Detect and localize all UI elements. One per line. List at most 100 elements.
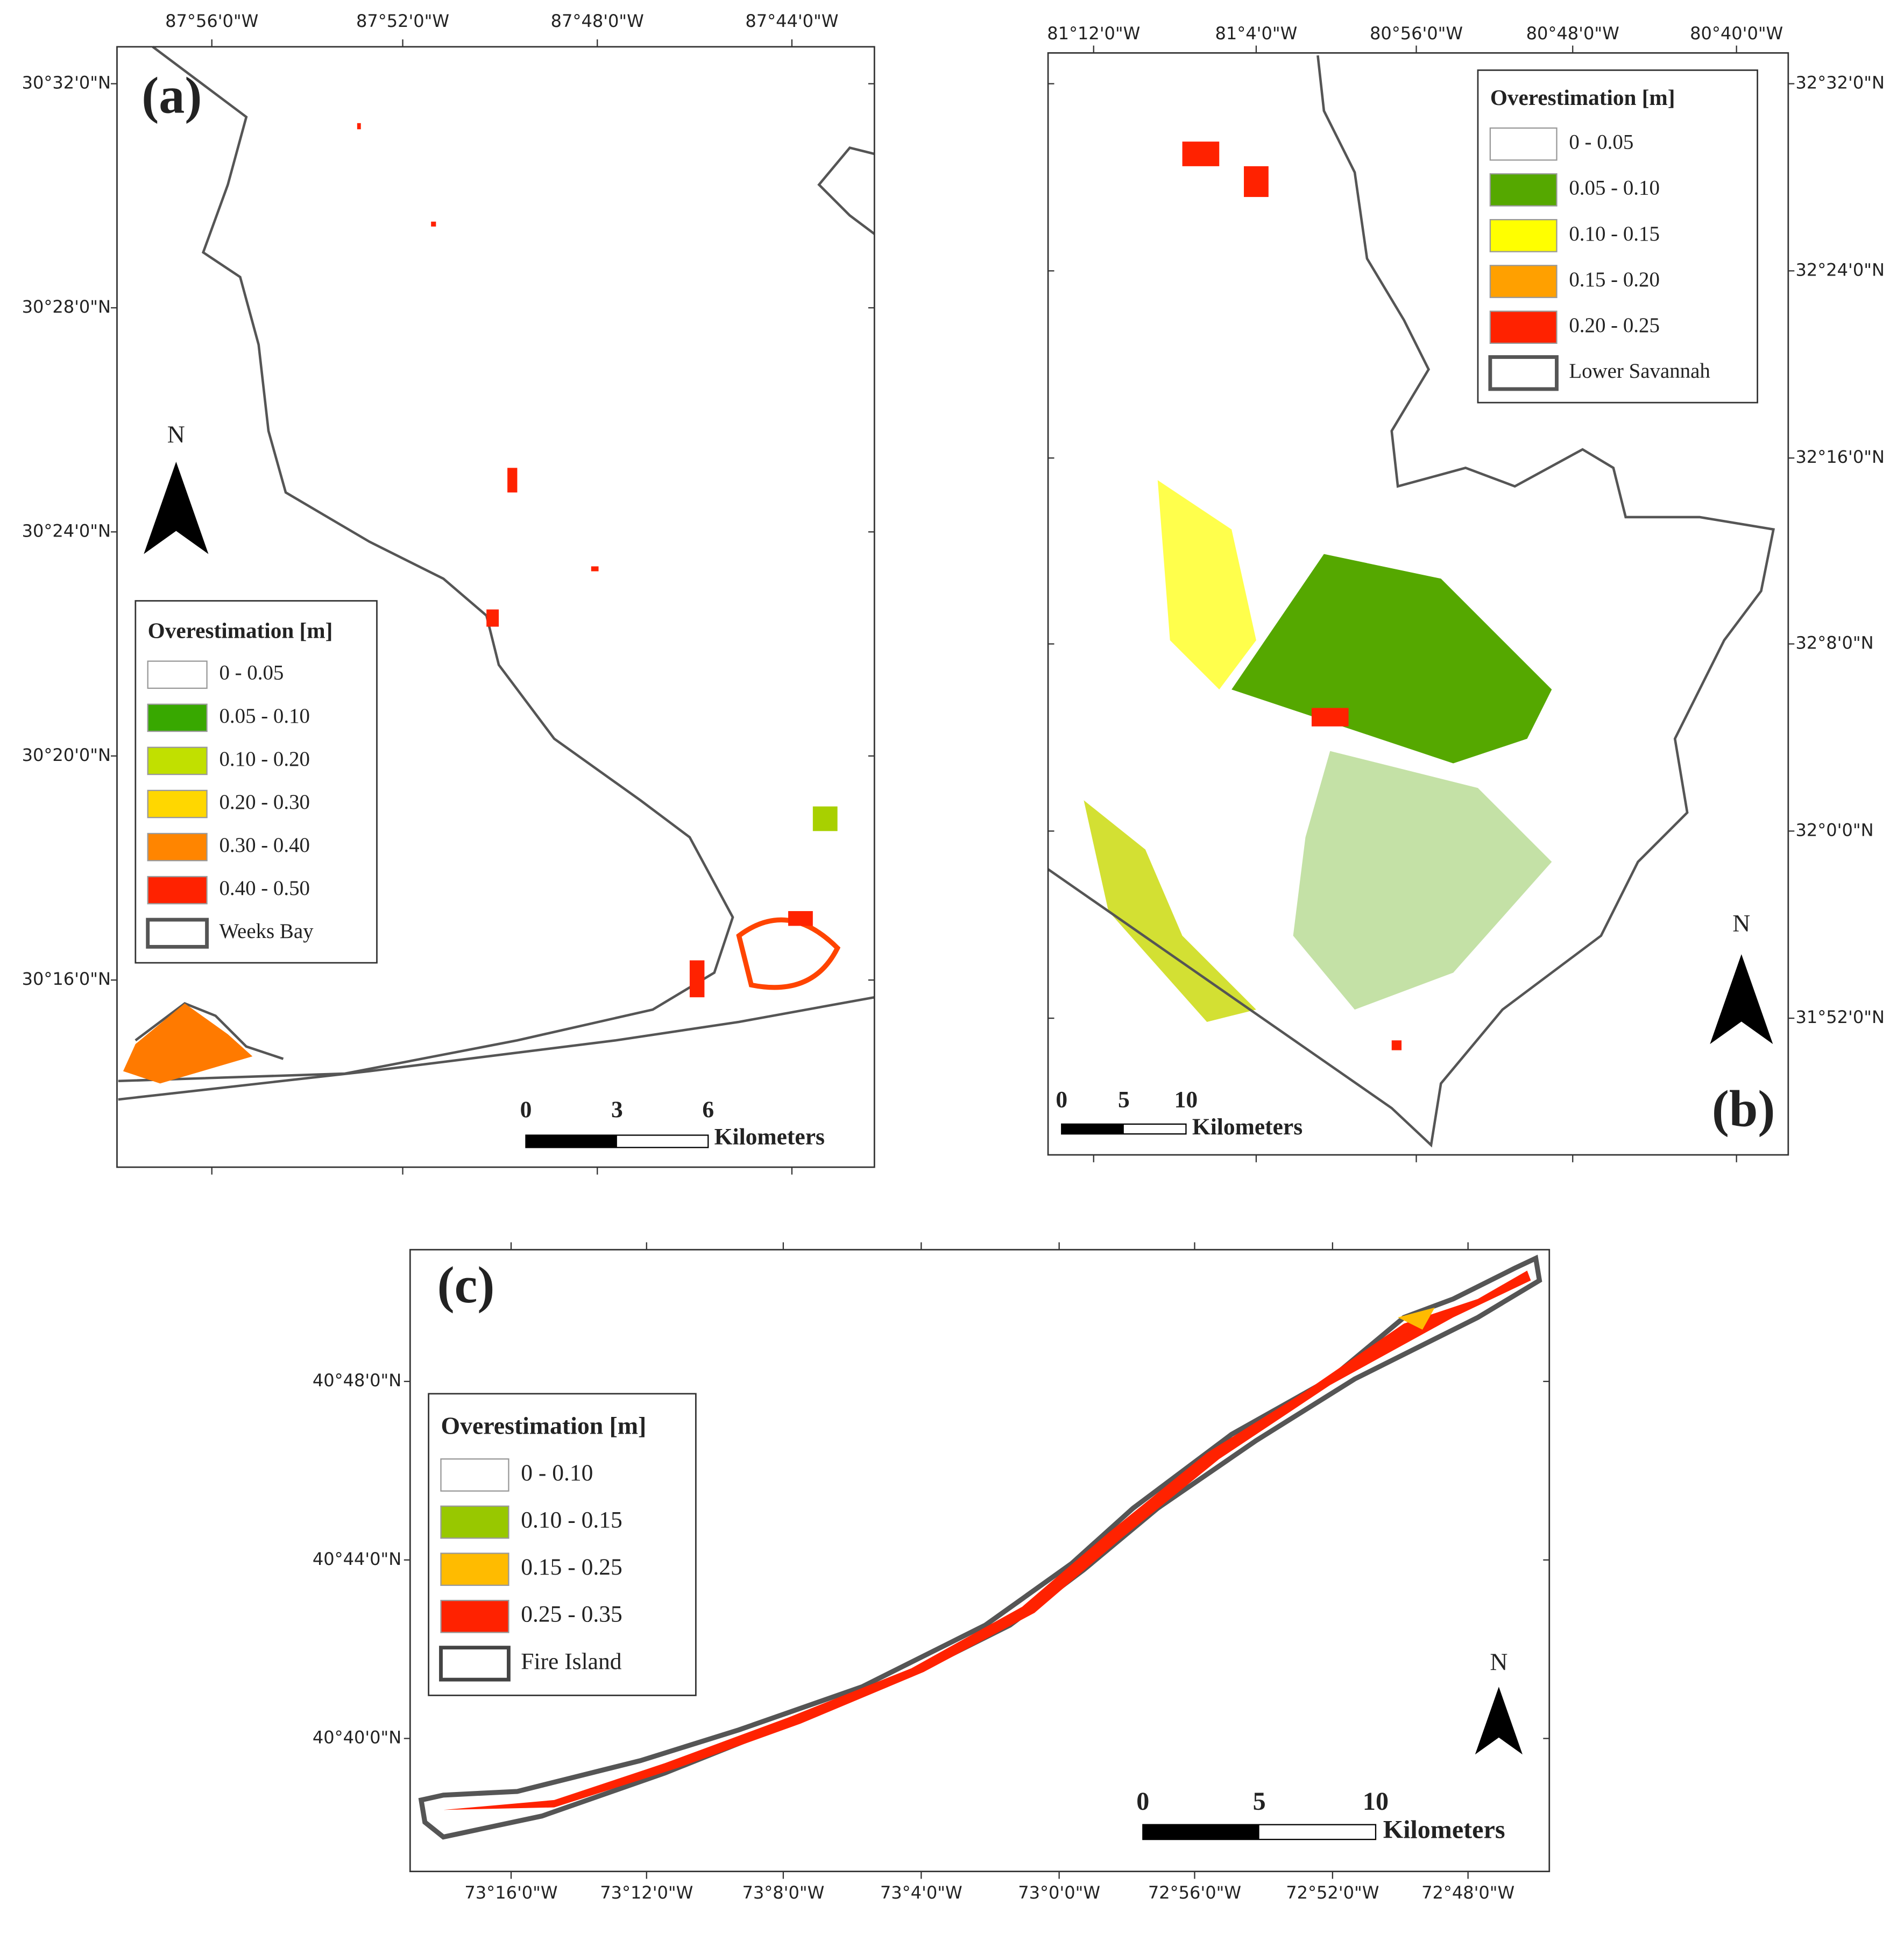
map-panel: 87°56'0"W 87°52'0"W 87°48'0"W 87°44'0"W 30°3… [22, 11, 875, 1175]
legend-label: 0 - 0.05 [1569, 131, 1633, 154]
longitude-label: 72°52'0"W [1286, 1882, 1379, 1903]
longitude-label: 73°8'0"W [742, 1882, 825, 1903]
north-label: N [167, 421, 185, 448]
scale-label: 0 [1056, 1087, 1067, 1113]
legend-swatch [147, 660, 208, 689]
legend-swatch [440, 1599, 509, 1633]
scale-label: 0 [520, 1097, 532, 1123]
legend-swatch [147, 746, 208, 775]
legend-label: 0.15 - 0.20 [1569, 268, 1660, 291]
longitude-label: 87°56'0"W [165, 11, 258, 31]
map-frame [1047, 52, 1789, 1156]
panel-label: (c) [437, 1256, 495, 1314]
legend-swatch [440, 1553, 509, 1586]
map-c [418, 1254, 1542, 1840]
latitude-label: 31°52'0"N [1796, 1007, 1885, 1027]
scale-bar-fill [526, 1135, 617, 1148]
longitude-label: 80°40'0"W [1690, 23, 1783, 44]
latitude-label: 32°8'0"N [1796, 633, 1874, 653]
legend-label: 0.10 - 0.15 [1569, 222, 1660, 245]
legend-swatch [439, 1646, 511, 1682]
legend-swatch [440, 1458, 509, 1492]
legend-swatch [147, 703, 208, 732]
legend-label: 0.05 - 0.10 [219, 704, 310, 728]
scale-label: 5 [1118, 1087, 1130, 1113]
legend-label: 0.20 - 0.30 [219, 791, 310, 814]
latitude-label: 30°16'0"N [22, 969, 111, 989]
panel-label: (b) [1712, 1080, 1775, 1138]
north-arrow [1475, 1687, 1523, 1755]
longitude-label: 73°0'0"W [1018, 1882, 1100, 1903]
north-label: N [1490, 1648, 1507, 1676]
map-frame [116, 46, 875, 1168]
north-arrow [144, 461, 209, 554]
scale-bar-fill [1143, 1824, 1259, 1840]
legend-box [135, 600, 378, 964]
scale-unit: Kilometers [714, 1124, 825, 1149]
scale-label: 6 [702, 1097, 714, 1123]
legend-label: Weeks Bay [219, 920, 314, 943]
legend-swatch [1489, 219, 1558, 252]
legend-swatch [1489, 265, 1558, 298]
legend-label: 0 - 0.05 [219, 661, 284, 685]
legend-label: 0.15 - 0.25 [521, 1554, 622, 1580]
longitude-label: 72°48'0"W [1421, 1882, 1514, 1903]
longitude-label: 72°56'0"W [1148, 1882, 1241, 1903]
scale-bar-fill [1061, 1124, 1124, 1134]
longitude-label: 81°4'0"W [1215, 23, 1298, 44]
legend-label: 0.20 - 0.25 [1569, 314, 1660, 337]
legend-label: 0 - 0.10 [521, 1460, 593, 1486]
legend-swatch [147, 833, 208, 862]
north-label: N [1732, 909, 1750, 937]
map-b [1047, 55, 1775, 1148]
longitude-label: 73°16'0"W [464, 1882, 557, 1903]
legend-swatch [146, 918, 209, 949]
latitude-label: 32°0'0"N [1796, 820, 1874, 840]
latitude-label: 30°32'0"N [22, 73, 111, 93]
legend-label: Lower Savannah [1569, 359, 1710, 383]
legend-swatch [1488, 355, 1559, 391]
longitude-label: 80°56'0"W [1370, 23, 1463, 44]
map-panel: 73°16'0"W 73°12'0"W 73°8'0"W 73°4'0"W 73°0'0… [313, 1242, 1551, 1903]
scale-unit: Kilometers [1383, 1815, 1505, 1844]
legend-label: 0.40 - 0.50 [219, 877, 310, 900]
legend-box [428, 1393, 697, 1696]
scale-label: 3 [611, 1097, 623, 1123]
legend-title: Overestimation [m] [1490, 85, 1675, 110]
scale-label: 10 [1363, 1787, 1389, 1816]
legend-swatch [440, 1505, 509, 1539]
scale-label: 5 [1253, 1787, 1266, 1816]
legend-label: 0.10 - 0.20 [219, 747, 310, 771]
latitude-label: 32°16'0"N [1796, 447, 1885, 467]
map-panel: 81°12'0"W 81°4'0"W 80°56'0"W 80°48'0"W 80°40… [1047, 23, 1885, 1162]
legend-swatch [1489, 173, 1558, 207]
legend-title: Overestimation [m] [148, 618, 333, 643]
legend-swatch [1489, 311, 1558, 344]
legend-label: 0.10 - 0.15 [521, 1507, 622, 1533]
latitude-label: 40°48'0"N [313, 1370, 401, 1391]
scale-label: 0 [1136, 1787, 1149, 1816]
legend-swatch [1489, 127, 1558, 161]
longitude-label: 87°52'0"W [356, 11, 449, 31]
legend-label: 0.05 - 0.10 [1569, 177, 1660, 200]
legend-swatch [147, 789, 208, 819]
longitude-label: 81°12'0"W [1047, 23, 1140, 44]
legend-label: Fire Island [521, 1648, 621, 1674]
longitude-label: 80°48'0"W [1526, 23, 1619, 44]
longitude-label: 87°48'0"W [551, 11, 644, 31]
legend-label: 0.25 - 0.35 [521, 1602, 622, 1627]
legend-label: 0.30 - 0.40 [219, 834, 310, 857]
latitude-label: 32°32'0"N [1796, 73, 1885, 93]
map-a-pixels [123, 123, 841, 1084]
latitude-label: 40°40'0"N [313, 1727, 401, 1748]
scale-label: 10 [1174, 1087, 1198, 1113]
longitude-label: 73°4'0"W [880, 1882, 962, 1903]
latitude-label: 30°24'0"N [22, 520, 111, 541]
latitude-label: 40°44'0"N [313, 1549, 401, 1569]
legend-swatch [147, 876, 208, 905]
legend-title: Overestimation [m] [441, 1412, 647, 1439]
longitude-label: 73°12'0"W [600, 1882, 693, 1903]
latitude-label: 32°24'0"N [1796, 259, 1885, 280]
panel-label: (a) [141, 67, 202, 124]
